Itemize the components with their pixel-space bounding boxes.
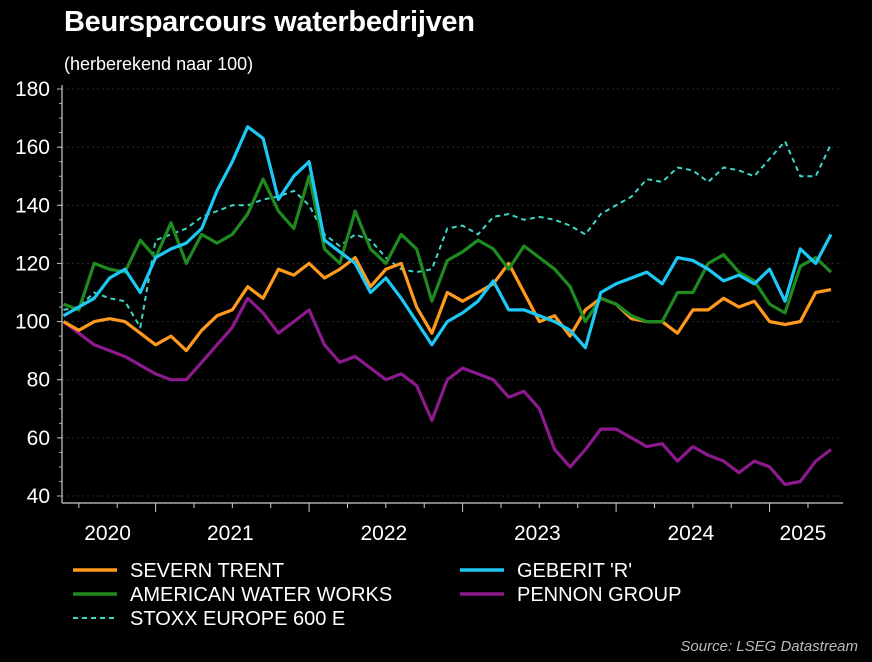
series-line-geberit-r- [62, 125, 833, 350]
legend-label: STOXX EUROPE 600 E [130, 608, 345, 630]
chart-subtitle: (herberekend naar 100) [64, 54, 254, 74]
x-tick-label: 2021 [207, 522, 254, 545]
x-tick-label: 2025 [780, 522, 827, 545]
y-tick-label: 120 [15, 252, 50, 275]
y-tick-label: 160 [15, 136, 50, 159]
x-tick-label: 2024 [667, 522, 714, 545]
series-line-stoxx-europe-600-e [63, 140, 832, 329]
legend-label: GEBERIT 'R' [517, 560, 632, 582]
y-tick-label: 180 [15, 78, 50, 101]
y-tick-label: 100 [15, 311, 50, 334]
series-line-severn-trent [62, 256, 832, 353]
legend-label: AMERICAN WATER WORKS [130, 584, 392, 606]
y-tick-label: 140 [15, 194, 50, 217]
y-tick-label: 40 [27, 485, 50, 508]
y-tick-label: 60 [27, 427, 50, 450]
series-line-pennon-group [62, 296, 832, 486]
y-tick-label: 80 [27, 369, 50, 392]
x-tick-label: 2022 [360, 522, 407, 545]
x-tick-label: 2020 [84, 522, 131, 545]
legend-label: PENNON GROUP [517, 584, 681, 606]
source-note: Source: LSEG Datastream [680, 638, 858, 655]
chart-title: Beursparcours waterbedrijven [64, 6, 475, 38]
legend-label: SEVERN TRENT [130, 560, 284, 582]
x-tick-label: 2023 [514, 522, 561, 545]
series-line-american-water-works [62, 174, 833, 324]
